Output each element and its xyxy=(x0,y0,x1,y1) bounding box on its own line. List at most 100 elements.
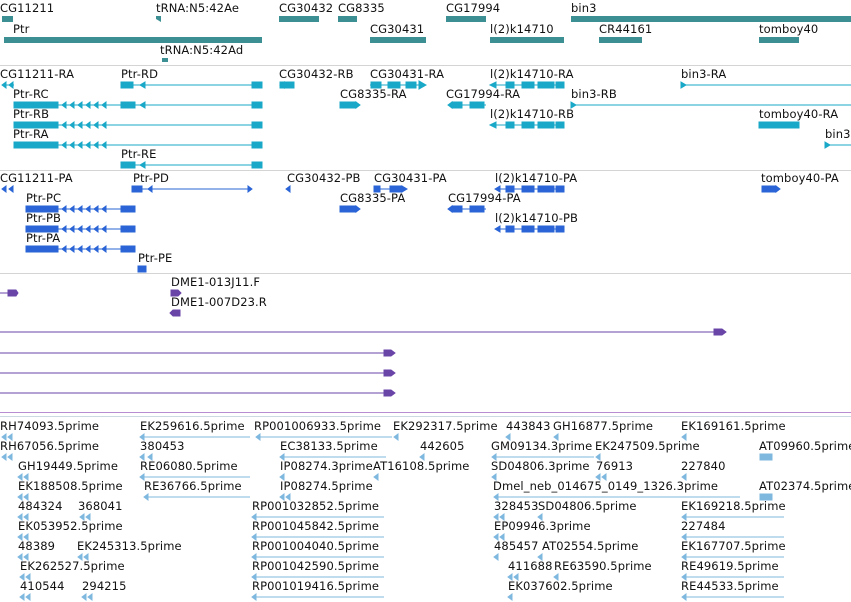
protein-ptr-pe[interactable] xyxy=(137,265,147,273)
protein-label[interactable]: tomboy40-PA xyxy=(761,171,839,185)
transcript-label[interactable]: bin3-RB xyxy=(571,87,617,101)
est-label[interactable]: RE36766.5prime xyxy=(144,479,242,493)
transcript-label[interactable]: CG30432-RB xyxy=(279,67,354,81)
transcript-ptr-ra[interactable] xyxy=(13,141,263,149)
est-label[interactable]: 227840 xyxy=(681,459,726,473)
est-label[interactable]: SD04806.3prime xyxy=(491,459,590,473)
protein-l2k14710-pb[interactable] xyxy=(494,225,565,233)
protein-label[interactable]: CG30432-PB xyxy=(287,171,361,185)
clone-long-2[interactable] xyxy=(0,349,396,357)
gene-bar-cg30431[interactable] xyxy=(370,37,426,43)
est-label[interactable]: EK262527.5prime xyxy=(20,559,125,573)
transcript-l2k14710-ra[interactable] xyxy=(488,81,565,89)
transcript-cg8335-ra[interactable] xyxy=(339,101,361,109)
transcript-ptr-rb[interactable] xyxy=(13,121,263,129)
transcript-l2k14710-rb[interactable] xyxy=(488,121,565,129)
gene-bar-trna-42ae[interactable] xyxy=(156,16,161,22)
est-row-6[interactable] xyxy=(17,533,784,541)
gene-label[interactable]: tRNA:N5:42Ad xyxy=(160,43,244,57)
protein-label[interactable]: Ptr-PA xyxy=(26,231,61,245)
est-label[interactable]: EP09946.3prime xyxy=(494,519,591,533)
gene-label[interactable]: CG30432 xyxy=(279,1,334,15)
est-label[interactable]: EK167707.5prime xyxy=(681,539,786,553)
est-label[interactable]: EK188508.5prime xyxy=(18,479,123,493)
gene-bar-cg17994[interactable] xyxy=(446,16,486,22)
est-row-2[interactable] xyxy=(1,453,773,461)
protein-l2k14710-pa[interactable] xyxy=(494,185,565,193)
clone-label[interactable]: DME1-007D23.R xyxy=(171,295,267,309)
gene-bar-cg8335[interactable] xyxy=(338,16,357,22)
est-label[interactable]: EK169218.5prime xyxy=(681,499,786,513)
est-row-9[interactable] xyxy=(19,593,784,601)
est-label[interactable]: EK169161.5prime xyxy=(681,419,786,433)
clone-long-3[interactable] xyxy=(0,369,396,377)
est-label[interactable]: EK259616.5prime xyxy=(140,419,245,433)
est-label[interactable]: 485457 xyxy=(494,539,539,553)
est-label[interactable]: RH74093.5prime xyxy=(0,419,100,433)
transcript-bin3-partial[interactable] xyxy=(824,141,851,149)
est-label[interactable]: 410544 xyxy=(20,579,65,593)
est-label[interactable]: 368041 xyxy=(78,499,123,513)
est-label[interactable]: GH19449.5prime xyxy=(18,459,119,473)
gene-label[interactable]: tRNA:N5:42Ae xyxy=(156,1,240,15)
est-label[interactable]: RP001006933.5prime xyxy=(254,419,382,433)
est-label[interactable]: EK053952.5prime xyxy=(18,519,123,533)
est-label[interactable]: EK247509.5prime xyxy=(595,439,700,453)
est-label[interactable]: EK245313.5prime xyxy=(77,539,182,553)
est-label[interactable]: RP001019416.5prime xyxy=(252,579,380,593)
clone-dme1-013j11-f[interactable] xyxy=(170,289,182,297)
est-label[interactable]: RP001032852.5prime xyxy=(252,499,380,513)
est-label[interactable]: RP001042590.5prime xyxy=(252,559,380,573)
est-label[interactable]: AT09960.5prime xyxy=(759,439,851,453)
clone-long-4[interactable] xyxy=(0,389,396,397)
transcript-label[interactable]: Ptr-RA xyxy=(13,127,49,141)
gene-label[interactable]: Ptr xyxy=(13,22,30,36)
est-row-1[interactable] xyxy=(1,433,687,441)
est-label[interactable]: Dmel_neb_014675_0149_1326.3prime xyxy=(493,479,719,493)
transcript-cg11211-ra[interactable] xyxy=(1,81,14,89)
gene-bar-bin3[interactable] xyxy=(571,16,851,22)
est-row-5[interactable] xyxy=(17,513,784,521)
protein-label[interactable]: CG17994-PA xyxy=(448,191,521,205)
protein-label[interactable]: CG11211-PA xyxy=(0,171,73,185)
est-label[interactable]: 442605 xyxy=(420,439,465,453)
protein-label[interactable]: CG30431-PA xyxy=(374,171,447,185)
protein-cg17994-pa[interactable] xyxy=(447,205,486,213)
clone-long-1[interactable] xyxy=(0,328,727,336)
transcript-label[interactable]: Ptr-RC xyxy=(13,87,49,101)
protein-cg11211-pa[interactable] xyxy=(1,185,14,193)
est-label[interactable]: GH16877.5prime xyxy=(553,419,654,433)
protein-ptr-pd[interactable] xyxy=(131,185,253,193)
protein-cg8335-pa[interactable] xyxy=(339,205,361,213)
est-label[interactable]: EC38133.5prime xyxy=(280,439,378,453)
transcript-cg30431-ra[interactable] xyxy=(370,80,428,90)
est-label[interactable]: 48389 xyxy=(18,539,56,553)
protein-ptr-pa[interactable] xyxy=(25,245,136,253)
transcript-label[interactable]: Ptr-RE xyxy=(121,147,157,161)
transcript-ptr-rc[interactable] xyxy=(13,101,263,109)
est-label[interactable]: 76913 xyxy=(596,459,634,473)
transcript-label[interactable]: l(2)k14710-RA xyxy=(490,67,574,81)
est-label[interactable]: 294215 xyxy=(82,579,127,593)
est-label[interactable]: 484324 xyxy=(18,499,63,513)
transcript-label[interactable]: CG8335-RA xyxy=(340,87,407,101)
est-label[interactable]: GM09134.3prime xyxy=(491,439,593,453)
est-label[interactable]: AT16108.5prime xyxy=(373,459,470,473)
transcript-tomboy40-ra[interactable] xyxy=(758,121,800,129)
est-label[interactable]: 380453 xyxy=(140,439,185,453)
est-label[interactable]: RE63590.5prime xyxy=(554,559,652,573)
gene-bar-l2k14710[interactable] xyxy=(490,37,564,43)
gene-label[interactable]: CG30431 xyxy=(370,22,425,36)
protein-label[interactable]: Ptr-PD xyxy=(133,171,169,185)
est-label[interactable]: RP001004040.5prime xyxy=(252,539,380,553)
transcript-ptr-re[interactable] xyxy=(120,161,263,169)
protein-cg30431-pa[interactable] xyxy=(373,185,408,193)
est-label[interactable]: EK037602.5prime xyxy=(508,579,613,593)
est-label[interactable]: IP08274.3prime xyxy=(280,459,373,473)
est-row-4[interactable] xyxy=(17,493,773,501)
gene-label[interactable]: CR44161 xyxy=(599,22,653,36)
gene-label[interactable]: CG17994 xyxy=(446,1,501,15)
clone-left-partial[interactable] xyxy=(0,289,19,297)
est-label[interactable]: AT02374.5prime xyxy=(759,479,851,493)
transcript-label[interactable]: CG11211-RA xyxy=(0,67,75,81)
